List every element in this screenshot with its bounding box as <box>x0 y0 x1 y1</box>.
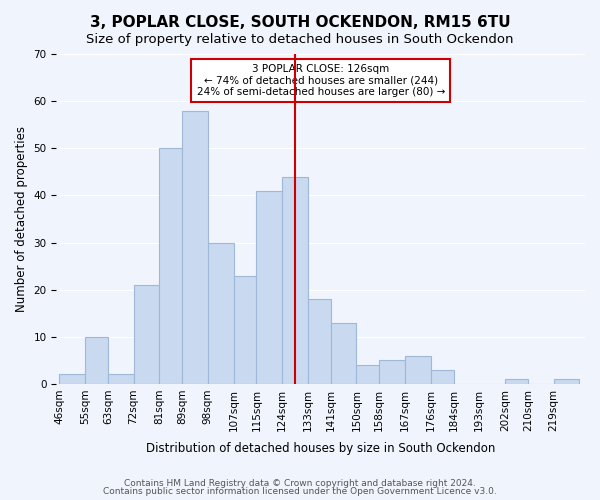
Bar <box>159 148 182 384</box>
Bar <box>59 374 85 384</box>
Bar <box>379 360 405 384</box>
Bar <box>256 190 282 384</box>
Bar <box>331 322 356 384</box>
Bar <box>505 379 528 384</box>
Bar <box>85 337 108 384</box>
Bar <box>431 370 454 384</box>
Text: Contains HM Land Registry data © Crown copyright and database right 2024.: Contains HM Land Registry data © Crown c… <box>124 478 476 488</box>
Bar <box>405 356 431 384</box>
Bar <box>182 110 208 384</box>
Bar <box>108 374 134 384</box>
Bar <box>308 299 331 384</box>
Text: Size of property relative to detached houses in South Ockendon: Size of property relative to detached ho… <box>86 32 514 46</box>
Bar <box>554 379 579 384</box>
Bar <box>208 242 233 384</box>
Bar <box>356 365 379 384</box>
Text: 3 POPLAR CLOSE: 126sqm
← 74% of detached houses are smaller (244)
24% of semi-de: 3 POPLAR CLOSE: 126sqm ← 74% of detached… <box>197 64 445 97</box>
Text: 3, POPLAR CLOSE, SOUTH OCKENDON, RM15 6TU: 3, POPLAR CLOSE, SOUTH OCKENDON, RM15 6T… <box>89 15 511 30</box>
Bar <box>233 276 256 384</box>
Bar <box>282 176 308 384</box>
Bar <box>134 285 159 384</box>
Text: Contains public sector information licensed under the Open Government Licence v3: Contains public sector information licen… <box>103 487 497 496</box>
X-axis label: Distribution of detached houses by size in South Ockendon: Distribution of detached houses by size … <box>146 442 496 455</box>
Y-axis label: Number of detached properties: Number of detached properties <box>15 126 28 312</box>
